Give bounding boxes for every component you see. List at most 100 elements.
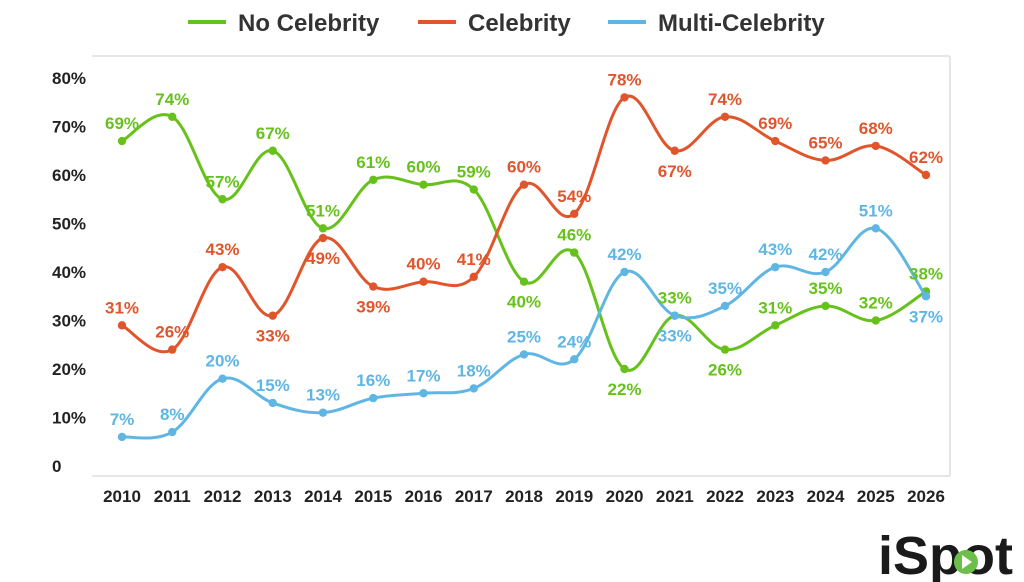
no-celebrity-data-label: 61% <box>356 153 390 172</box>
multi-celebrity-data-label: 51% <box>859 201 893 220</box>
celebrity-point <box>871 141 880 151</box>
celebrity-point <box>771 136 780 146</box>
no-celebrity-data-label: 22% <box>607 380 641 399</box>
multi-celebrity-data-label: 35% <box>708 279 742 298</box>
no-celebrity-data-label: 40% <box>507 293 541 312</box>
legend: No Celebrity Celebrity Multi-Celebrity <box>188 10 825 37</box>
celebrity-point <box>670 146 679 155</box>
multi-celebrity-point <box>670 311 679 320</box>
celebrity-data-label: 33% <box>256 327 290 346</box>
multi-celebrity-point <box>469 384 478 393</box>
no-celebrity-point <box>570 248 579 257</box>
celebrity-point <box>570 209 579 218</box>
no-celebrity-data-label: 60% <box>406 158 440 177</box>
multi-celebrity-point <box>871 224 880 233</box>
legend-label-celebrity: Celebrity <box>468 10 571 37</box>
celebrity-data-label: 40% <box>406 255 440 274</box>
no-celebrity-data-label: 59% <box>457 163 491 182</box>
y-tick-label: 0 <box>52 457 61 476</box>
multi-celebrity-line <box>121 226 928 440</box>
no-celebrity-data-label: 35% <box>808 279 842 298</box>
celebrity-point <box>419 277 428 286</box>
multi-celebrity-point <box>268 398 277 408</box>
no-celebrity-data-label: 32% <box>859 294 893 313</box>
no-celebrity-point <box>519 277 529 286</box>
celebrity-point <box>117 321 127 330</box>
multi-celebrity-data-label: 43% <box>758 240 792 259</box>
y-tick-label: 50% <box>52 215 86 234</box>
multi-celebrity-data-label: 20% <box>205 352 239 371</box>
x-tick-label: 2023 <box>756 487 794 506</box>
data-labels: 69% 74% 57% 67% 51% 61% 60% 59% 40% 46% 22% 33% 26% 3… <box>105 70 943 429</box>
celebrity-point <box>921 170 931 180</box>
no-celebrity-data-label: 74% <box>155 90 189 109</box>
x-tick-label: 2011 <box>154 487 191 506</box>
multi-celebrity-point <box>117 432 127 442</box>
x-tick-label: 2021 <box>656 487 694 506</box>
x-tick-label: 2010 <box>103 487 141 506</box>
no-celebrity-point <box>620 364 629 374</box>
multi-celebrity-point <box>419 389 428 398</box>
multi-celebrity-point <box>570 355 579 364</box>
y-tick-label: 30% <box>52 312 86 331</box>
no-celebrity-point <box>117 136 127 146</box>
celebrity-point <box>720 112 730 122</box>
celebrity-data-label: 78% <box>607 70 641 89</box>
x-tick-label: 2017 <box>455 487 493 506</box>
celebrity-line <box>121 94 927 354</box>
celebrity-data-label: 39% <box>356 298 390 317</box>
celebrity-data-label: 67% <box>658 162 692 181</box>
x-tick-label: 2024 <box>807 487 845 506</box>
celebrity-point <box>268 311 277 320</box>
no-celebrity-data-label: 69% <box>105 114 139 133</box>
multi-celebrity-data-label: 25% <box>507 327 541 346</box>
no-celebrity-point <box>318 224 328 233</box>
celebrity-point <box>821 156 830 165</box>
play-icon <box>962 555 972 569</box>
no-celebrity-point <box>469 185 478 194</box>
celebrity-point <box>519 180 529 189</box>
no-celebrity-data-label: 57% <box>205 172 239 191</box>
multi-celebrity-point <box>369 393 378 403</box>
multi-celebrity-data-label: 7% <box>110 410 135 429</box>
no-celebrity-point <box>268 146 277 155</box>
multi-celebrity-point <box>318 408 328 417</box>
multi-celebrity-data-label: 17% <box>406 366 440 385</box>
multi-celebrity-data-label: 15% <box>256 376 290 395</box>
celebrity-data-label: 43% <box>205 240 239 259</box>
multi-celebrity-point <box>519 350 529 359</box>
legend-label-multi-celebrity: Multi-Celebrity <box>658 10 825 37</box>
celebrity-data-label: 49% <box>306 249 340 268</box>
celebrity-data-label: 65% <box>808 133 842 152</box>
no-celebrity-point <box>871 316 880 325</box>
celebrity-data-label: 54% <box>557 187 591 206</box>
y-tick-label: 20% <box>52 360 86 379</box>
celebrity-data-label: 69% <box>758 114 792 133</box>
celebrity-point <box>218 262 227 272</box>
x-tick-label: 2014 <box>304 487 342 506</box>
x-tick-label: 2019 <box>555 487 593 506</box>
logo-text: iSpot <box>878 526 1013 582</box>
x-tick-label: 2022 <box>706 487 744 506</box>
y-tick-label: 80% <box>52 69 86 88</box>
x-tick-label: 2025 <box>857 487 895 506</box>
multi-celebrity-data-label: 42% <box>808 245 842 264</box>
multi-celebrity-point <box>771 262 780 272</box>
celebrity-data-label: 60% <box>507 158 541 177</box>
no-celebrity-point <box>821 301 830 311</box>
multi-celebrity-data-label: 13% <box>306 386 340 405</box>
celebrity-point <box>318 233 328 243</box>
y-tick-label: 70% <box>52 118 86 137</box>
celebrity-point <box>620 93 629 102</box>
no-celebrity-data-label: 51% <box>306 201 340 220</box>
x-tick-label: 2020 <box>606 487 644 506</box>
no-celebrity-data-label: 46% <box>557 226 591 245</box>
ispot-logo: iSpot <box>878 526 1013 582</box>
multi-celebrity-point <box>921 292 931 301</box>
celebrity-data-label: 41% <box>457 250 491 269</box>
multi-celebrity-data-label: 42% <box>607 245 641 264</box>
no-celebrity-point <box>419 180 428 189</box>
no-celebrity-point <box>168 112 177 122</box>
celebrity-data-label: 26% <box>155 323 189 342</box>
